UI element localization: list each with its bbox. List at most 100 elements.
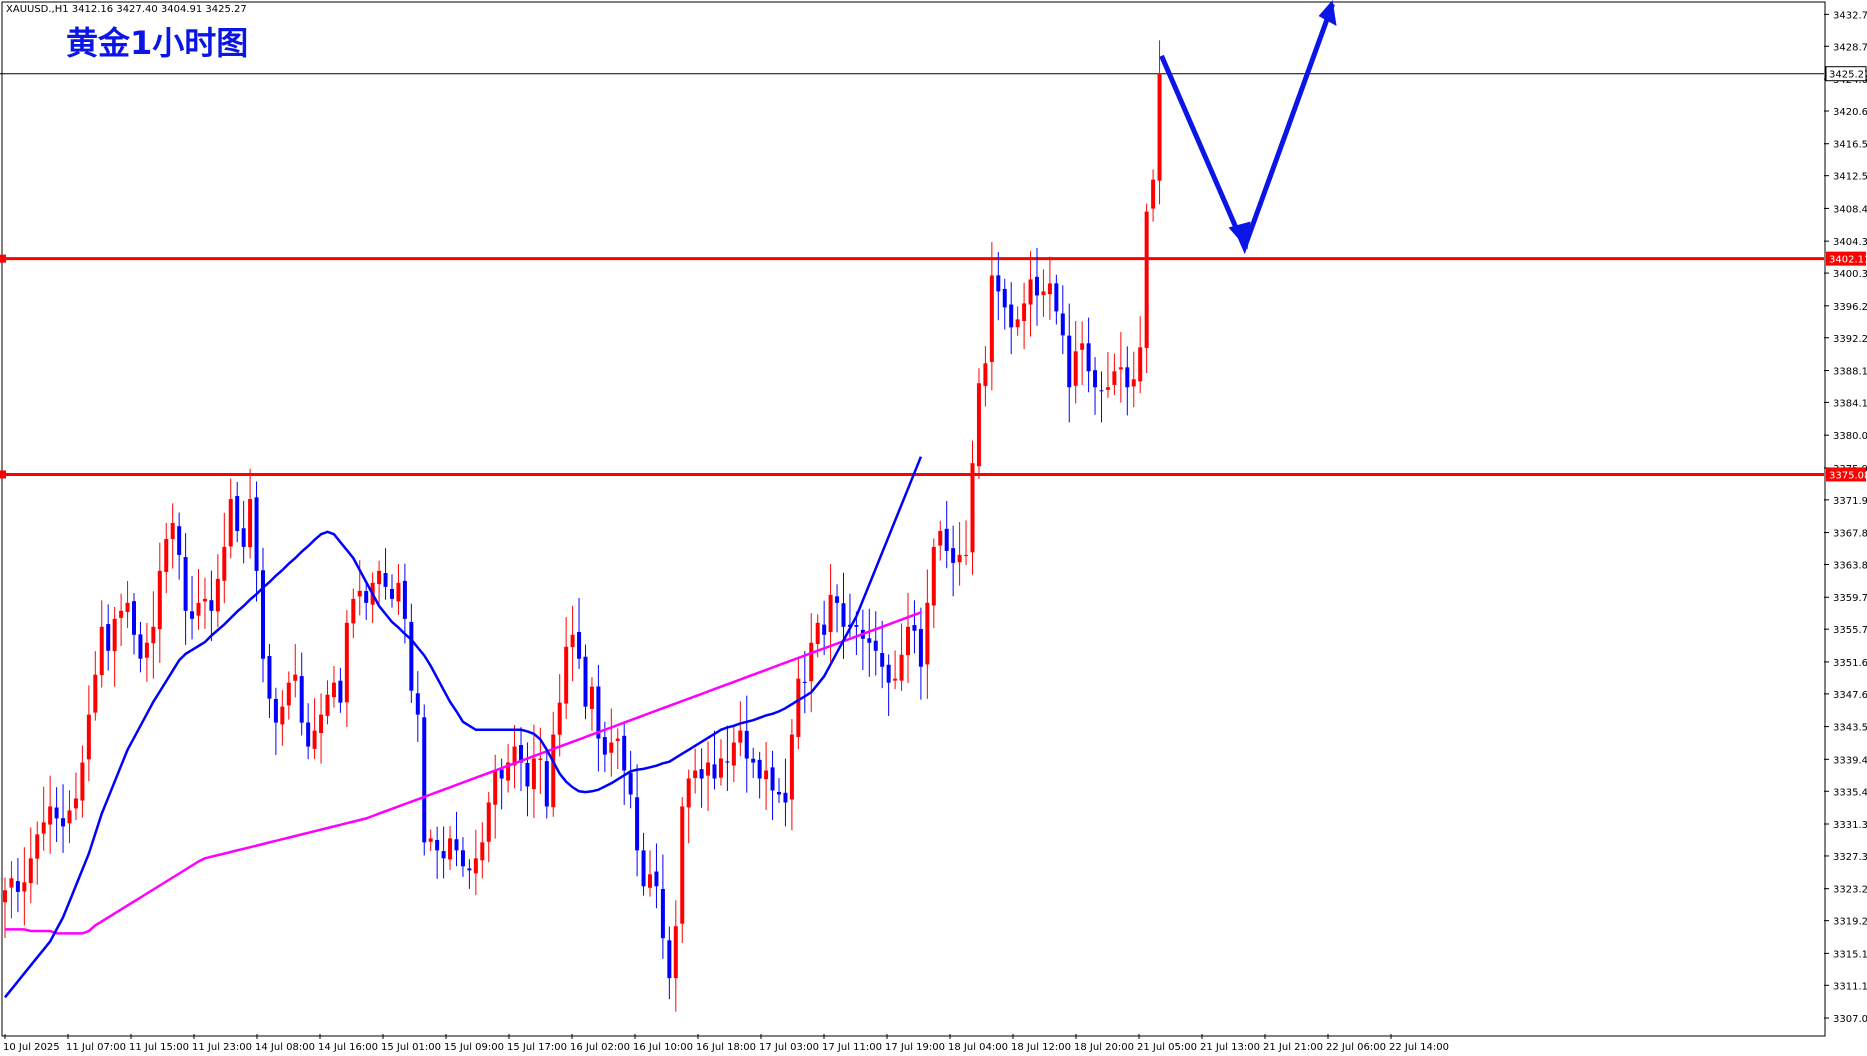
candle-body-159 bbox=[1028, 279, 1033, 305]
candle-body-163 bbox=[1054, 283, 1059, 312]
x-tick-label-11: 16 Jul 18:00 bbox=[696, 1042, 756, 1053]
candle-body-165 bbox=[1067, 335, 1072, 388]
candle-body-50 bbox=[325, 694, 330, 716]
y-tick-label-22: 3343.50 bbox=[1833, 723, 1867, 734]
chart-info-label: XAUUSD.,H1 3412.16 3427.40 3404.91 3425.… bbox=[6, 4, 247, 15]
candle-body-95 bbox=[615, 738, 620, 741]
candle-body-150 bbox=[970, 463, 975, 553]
candle-body-72 bbox=[467, 868, 472, 871]
candle-body-147 bbox=[951, 548, 956, 563]
x-tick-label-22: 22 Jul 14:00 bbox=[1389, 1042, 1449, 1053]
candle-body-157 bbox=[1015, 319, 1020, 328]
candle-body-69 bbox=[448, 838, 453, 860]
x-tick-label-15: 18 Jul 04:00 bbox=[948, 1042, 1008, 1053]
candle-body-52 bbox=[338, 680, 343, 703]
candle-body-36 bbox=[235, 495, 240, 531]
candle-body-66 bbox=[428, 838, 433, 842]
candle-body-6 bbox=[41, 822, 46, 834]
current-price-tag bbox=[1825, 66, 1867, 82]
candle-body-177 bbox=[1144, 211, 1149, 349]
ma-line-blue bbox=[4, 456, 923, 999]
candle-body-27 bbox=[177, 526, 182, 555]
candle-body-117 bbox=[757, 759, 762, 779]
y-tick-label-8: 3400.30 bbox=[1833, 269, 1867, 280]
candle-body-176 bbox=[1138, 347, 1143, 382]
candle-body-134 bbox=[867, 638, 872, 643]
candle-body-145 bbox=[938, 530, 943, 546]
y-tick-label-24: 3335.40 bbox=[1833, 787, 1867, 798]
current-price-label: 3425.27 bbox=[1829, 70, 1867, 81]
candle-body-132 bbox=[854, 625, 859, 627]
candle-body-39 bbox=[254, 497, 259, 571]
x-tick-label-14: 17 Jul 19:00 bbox=[885, 1042, 945, 1053]
x-tick-label-12: 17 Jul 03:00 bbox=[759, 1042, 819, 1053]
candle-body-162 bbox=[1047, 283, 1052, 295]
level-tag-label-0: 3402.11 bbox=[1829, 255, 1867, 266]
candle-body-16 bbox=[106, 624, 111, 651]
candle-body-87 bbox=[564, 646, 569, 704]
candle-body-113 bbox=[731, 742, 736, 766]
candle-body-49 bbox=[319, 714, 324, 734]
x-tick-label-0: 10 Jul 2025 bbox=[3, 1042, 60, 1053]
y-tick-label-28: 3319.20 bbox=[1833, 917, 1867, 928]
candle-body-124 bbox=[802, 681, 807, 683]
level-marker-0 bbox=[0, 254, 6, 263]
x-tick-label-16: 18 Jul 12:00 bbox=[1011, 1042, 1071, 1053]
candle-body-112 bbox=[725, 761, 730, 763]
candle-body-138 bbox=[893, 678, 898, 681]
candle-body-130 bbox=[841, 603, 846, 627]
candle-body-7 bbox=[48, 806, 53, 825]
x-tick-label-21: 22 Jul 06:00 bbox=[1326, 1042, 1386, 1053]
candle-body-21 bbox=[138, 634, 143, 659]
candle-body-55 bbox=[357, 590, 362, 597]
candle-body-5 bbox=[35, 834, 40, 859]
y-tick-label-19: 3355.70 bbox=[1833, 625, 1867, 636]
level-tag-label-1: 3375.08 bbox=[1829, 470, 1867, 481]
x-tick-label-1: 11 Jul 07:00 bbox=[66, 1042, 126, 1053]
candle-body-137 bbox=[886, 664, 891, 683]
candle-body-60 bbox=[390, 588, 394, 599]
y-tick-label-18: 3359.70 bbox=[1833, 593, 1867, 604]
x-tick-label-2: 11 Jul 15:00 bbox=[129, 1042, 189, 1053]
candle-body-106 bbox=[686, 778, 691, 808]
y-tick-label-4: 3416.50 bbox=[1833, 140, 1867, 151]
candle-body-140 bbox=[906, 626, 910, 656]
candle-body-102 bbox=[660, 888, 665, 939]
candle-body-171 bbox=[1105, 387, 1110, 390]
candle-body-105 bbox=[680, 806, 685, 924]
candle-body-22 bbox=[144, 642, 149, 658]
candle-body-68 bbox=[441, 851, 446, 859]
x-tick-label-4: 14 Jul 08:00 bbox=[255, 1042, 315, 1053]
candle-body-45 bbox=[293, 674, 298, 681]
x-tick-label-10: 16 Jul 10:00 bbox=[633, 1042, 693, 1053]
candle-body-25 bbox=[164, 538, 169, 572]
candle-body-152 bbox=[983, 363, 988, 386]
candle-body-47 bbox=[306, 722, 311, 747]
y-tick-label-1: 3428.70 bbox=[1833, 42, 1867, 53]
candle-body-30 bbox=[196, 602, 201, 616]
x-tick-label-5: 14 Jul 16:00 bbox=[318, 1042, 378, 1053]
candle-body-174 bbox=[1125, 367, 1130, 388]
candle-body-29 bbox=[190, 611, 195, 619]
candle-body-179 bbox=[1157, 73, 1162, 181]
candle-body-127 bbox=[822, 624, 827, 635]
y-tick-label-27: 3323.20 bbox=[1833, 885, 1867, 896]
y-tick-label-30: 3311.10 bbox=[1833, 981, 1867, 992]
x-tick-label-18: 21 Jul 05:00 bbox=[1137, 1042, 1197, 1053]
candle-body-70 bbox=[454, 839, 459, 851]
candle-body-51 bbox=[331, 682, 336, 698]
candle-body-100 bbox=[648, 874, 652, 888]
candle-body-9 bbox=[61, 818, 66, 827]
candle-body-81 bbox=[525, 762, 530, 787]
candle-body-73 bbox=[473, 858, 478, 874]
candle-body-42 bbox=[273, 698, 278, 723]
candle-body-109 bbox=[706, 762, 711, 776]
candle-body-110 bbox=[712, 764, 717, 779]
candle-body-38 bbox=[248, 499, 253, 548]
candle-body-84 bbox=[544, 761, 549, 807]
candle-body-178 bbox=[1151, 179, 1156, 209]
candle-body-136 bbox=[880, 653, 885, 667]
candle-body-148 bbox=[957, 554, 962, 563]
